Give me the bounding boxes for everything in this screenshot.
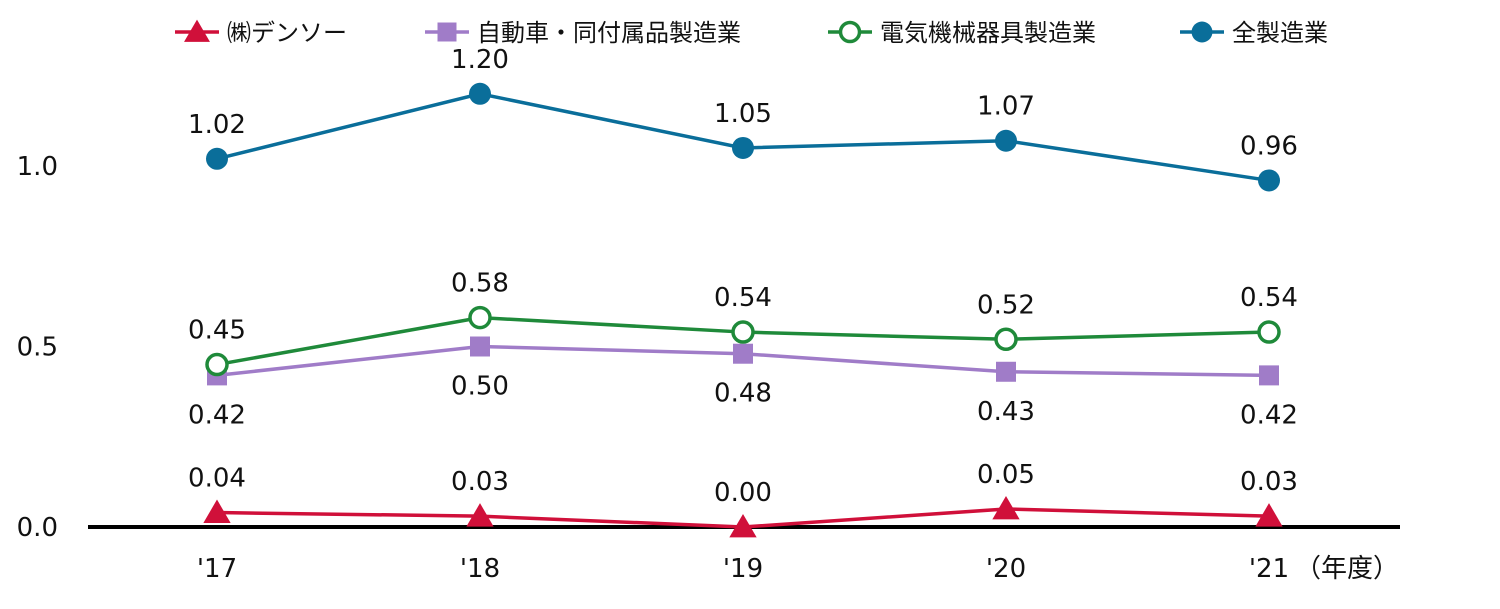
data-label: 0.00 bbox=[714, 478, 772, 508]
data-point bbox=[469, 82, 491, 105]
data-point bbox=[1259, 365, 1279, 386]
series-1: 0.42 0.50 0.48 0.43 0.42 bbox=[188, 336, 1298, 430]
data-label: 1.02 bbox=[188, 110, 246, 140]
legend-marker bbox=[184, 19, 210, 42]
data-point bbox=[992, 495, 1020, 520]
data-label: 1.20 bbox=[451, 45, 509, 75]
data-label: 0.43 bbox=[977, 397, 1035, 427]
legend: ㈱デンソー 自動車・同付属品製造業 電気機械器具製造業 全製造業 bbox=[175, 19, 1328, 47]
data-label: 0.03 bbox=[1240, 467, 1298, 497]
x-tick-label: '21 bbox=[1249, 554, 1289, 584]
data-label: 0.48 bbox=[714, 379, 772, 409]
data-label: 0.42 bbox=[1240, 400, 1298, 430]
x-tick-label: '18 bbox=[460, 554, 500, 584]
y-tick-label: 0.0 bbox=[17, 513, 58, 543]
data-point bbox=[466, 503, 494, 527]
data-label: 0.96 bbox=[1240, 131, 1298, 161]
data-point bbox=[995, 129, 1017, 152]
y-axis-ticks: 0.0 0.5 1.0 bbox=[17, 152, 58, 543]
data-point bbox=[470, 336, 490, 357]
x-tick-label: '19 bbox=[723, 554, 763, 584]
x-tick-label: '17 bbox=[197, 554, 237, 584]
data-point bbox=[729, 514, 757, 538]
series-layer: 0.04 0.03 0.000.05 0.030.420.50 0.480.43 0.42… bbox=[188, 45, 1298, 538]
data-point bbox=[994, 327, 1018, 352]
series-3: 1.02 1.20 1.05 1.07 0.96 bbox=[188, 45, 1298, 192]
legend-label: 全製造業 bbox=[1232, 19, 1328, 47]
data-label: 0.05 bbox=[977, 460, 1035, 490]
data-label: 0.04 bbox=[188, 464, 246, 494]
legend-label: ㈱デンソー bbox=[227, 19, 347, 47]
data-point bbox=[205, 352, 229, 377]
data-label: 0.03 bbox=[451, 467, 509, 497]
x-axis-unit-label: （年度） bbox=[1295, 554, 1399, 584]
legend-marker bbox=[437, 22, 457, 42]
y-tick-label: 0.5 bbox=[17, 333, 58, 363]
data-point bbox=[468, 305, 492, 330]
legend-item: 自動車・同付属品製造業 bbox=[425, 19, 741, 47]
legend-label: 電気機械器具製造業 bbox=[880, 19, 1096, 47]
data-point bbox=[1258, 169, 1280, 192]
data-label: 0.54 bbox=[714, 283, 772, 313]
legend-item: 全製造業 bbox=[1180, 19, 1328, 47]
series-0: 0.04 0.03 0.00 0.05 0.03 bbox=[188, 460, 1298, 538]
y-tick-label: 1.0 bbox=[17, 152, 58, 182]
data-label: 0.54 bbox=[1240, 283, 1298, 313]
legend-label: 自動車・同付属品製造業 bbox=[477, 19, 741, 47]
data-label: 1.05 bbox=[714, 99, 772, 129]
data-point bbox=[1255, 503, 1283, 527]
data-point bbox=[731, 320, 755, 344]
x-tick-label: '20 bbox=[986, 554, 1026, 584]
data-point bbox=[203, 499, 231, 523]
data-point bbox=[733, 343, 753, 364]
data-label: 0.45 bbox=[188, 316, 246, 346]
data-point bbox=[1257, 320, 1281, 344]
data-label: 0.52 bbox=[977, 290, 1035, 320]
legend-item: 電気機械器具製造業 bbox=[828, 19, 1096, 47]
data-label: 0.50 bbox=[451, 372, 509, 402]
data-label: 0.42 bbox=[188, 400, 246, 430]
series-2: 0.45 0.58 0.54 0.52 0.54 bbox=[188, 269, 1298, 377]
data-label: 1.07 bbox=[977, 92, 1035, 122]
legend-marker bbox=[838, 20, 862, 44]
x-axis-ticks: '17 '18 '19 '20 '21 bbox=[197, 554, 1289, 584]
legend-item: ㈱デンソー bbox=[175, 19, 347, 47]
legend-marker bbox=[1191, 21, 1213, 43]
data-label: 0.58 bbox=[451, 269, 509, 299]
data-point bbox=[996, 361, 1016, 382]
data-point bbox=[732, 136, 754, 159]
data-point bbox=[206, 147, 228, 170]
